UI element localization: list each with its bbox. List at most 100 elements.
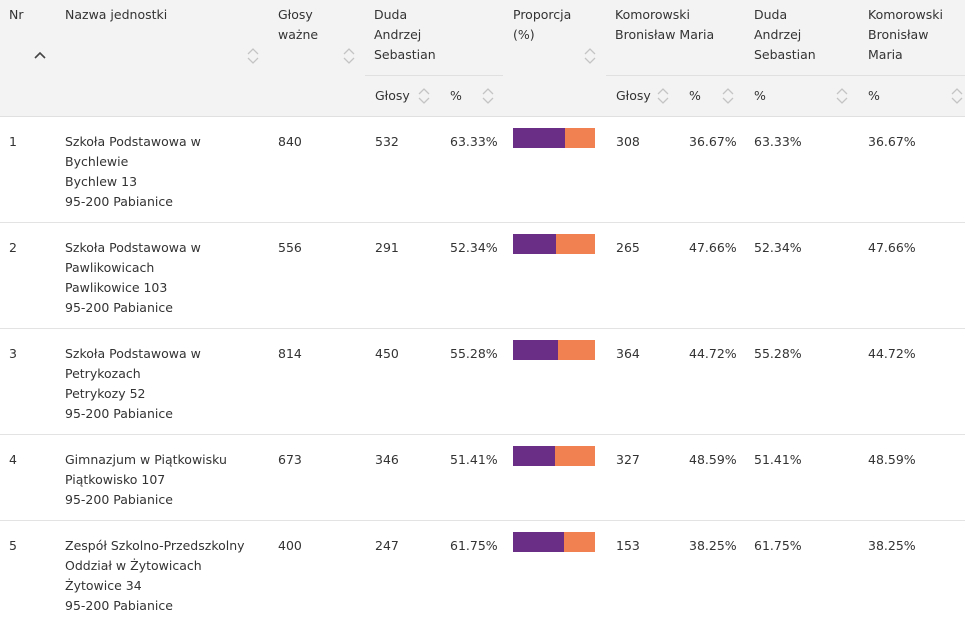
row-5-proportion-bar [513,532,595,552]
bar-duda-segment [513,340,559,360]
row-3-nr: 3 [9,346,17,361]
header-komorowski2-line1: Komorowski [868,7,944,22]
row-1-nazwa: Szkoła Podstawowa w [65,134,201,149]
row-1-duda-glosy: 532 [375,134,399,149]
row-1-nazwa: Bychlewie [65,154,129,169]
row-5-duda-pct2: 61.75% [754,538,802,553]
header-duda2-line3: Sebastian [754,47,816,62]
row-1-duda-pct: 63.33% [450,134,498,149]
row-divider [0,520,965,521]
row-4-nr: 4 [9,452,17,467]
row-5-duda-glosy: 247 [375,538,399,553]
header-nr[interactable]: Nr [9,7,24,22]
row-1-proportion-bar [513,128,595,148]
row-2-proportion-bar [513,234,595,254]
sort-icon[interactable] [950,87,964,105]
row-5-kom-pct: 38.25% [689,538,737,553]
row-5-nr: 5 [9,538,17,553]
header-proporcja-line1[interactable]: Proporcja [513,7,572,22]
row-2-nazwa: Szkoła Podstawowa w [65,240,201,255]
header-nazwa[interactable]: Nazwa jednostki [65,7,168,22]
row-divider [0,328,965,329]
row-4-kom-glosy: 327 [616,452,640,467]
row-5-duda-pct: 61.75% [450,538,498,553]
header-duda2-line1: Duda [754,7,788,22]
sort-icon[interactable] [721,87,735,105]
bar-komorowski-segment [555,446,595,466]
header-duda-line3: Sebastian [374,47,436,62]
subheader-kom2-pct[interactable]: % [868,88,880,103]
header-proporcja-line2[interactable]: (%) [513,27,535,42]
row-5-nazwa: 95-200 Pabianice [65,598,173,613]
row-4-duda-pct: 51.41% [450,452,498,467]
bar-duda-segment [513,128,565,148]
subheader-duda-glosy[interactable]: Głosy [375,88,410,103]
bar-komorowski-segment [564,128,595,148]
table-header [0,0,965,76]
bar-komorowski-segment [558,340,595,360]
subheader-kom-glosy[interactable]: Głosy [616,88,651,103]
header-duda-line1: Duda [374,7,408,22]
row-1-kom-pct: 36.67% [689,134,737,149]
row-3-duda-glosy: 450 [375,346,399,361]
row-4-kom-pct2: 48.59% [868,452,916,467]
row-4-proportion-bar [513,446,595,466]
row-4-duda-glosy: 346 [375,452,399,467]
row-4-nazwa: 95-200 Pabianice [65,492,173,507]
sort-icon[interactable] [481,87,495,105]
row-1-glosy-wazne: 840 [278,134,302,149]
sort-icon[interactable] [246,47,260,65]
row-2-nazwa: Pawlikowice 103 [65,280,168,295]
row-5-nazwa: Oddział w Żytowicach [65,558,202,573]
row-3-duda-pct: 55.28% [450,346,498,361]
row-3-nazwa: Szkoła Podstawowa w [65,346,201,361]
row-5-kom-pct2: 38.25% [868,538,916,553]
row-3-proportion-bar [513,340,595,360]
row-2-duda-pct2: 52.34% [754,240,802,255]
row-2-nazwa: Pawlikowicach [65,260,155,275]
row-5-nazwa: Żytowice 34 [65,578,142,593]
header-separator [606,75,965,76]
row-1-nazwa: Bychlew 13 [65,174,138,189]
header-glosy-wazne-line2[interactable]: ważne [278,27,319,42]
sort-icon[interactable] [583,47,597,65]
row-2-glosy-wazne: 556 [278,240,302,255]
header-komorowski2-line3: Maria [868,47,903,62]
header-separator [365,75,503,76]
bar-komorowski-segment [555,234,595,254]
row-1-kom-glosy: 308 [616,134,640,149]
header-glosy-wazne-line1[interactable]: Głosy [278,7,313,22]
sort-icon[interactable] [656,87,670,105]
bar-duda-segment [513,532,564,552]
row-4-glosy-wazne: 673 [278,452,302,467]
table-subheader [0,76,965,117]
row-2-duda-glosy: 291 [375,240,399,255]
header-komorowski2-line2: Bronisław [868,27,929,42]
row-1-duda-pct2: 63.33% [754,134,802,149]
row-4-duda-pct2: 51.41% [754,452,802,467]
row-3-duda-pct2: 55.28% [754,346,802,361]
row-5-kom-glosy: 153 [616,538,640,553]
row-2-kom-pct2: 47.66% [868,240,916,255]
row-2-kom-pct: 47.66% [689,240,737,255]
subheader-duda-pct[interactable]: % [450,88,462,103]
subheader-kom-pct[interactable]: % [689,88,701,103]
row-5-nazwa: Zespół Szkolno-Przedszkolny [65,538,245,553]
row-3-kom-pct2: 44.72% [868,346,916,361]
row-1-kom-pct2: 36.67% [868,134,916,149]
row-5-glosy-wazne: 400 [278,538,302,553]
row-1-nr: 1 [9,134,17,149]
row-4-nazwa: Gimnazjum w Piątkowisku [65,452,227,467]
row-2-nr: 2 [9,240,17,255]
row-divider [0,434,965,435]
sort-icon[interactable] [417,87,431,105]
row-3-nazwa: Petrykozach [65,366,141,381]
subheader-duda2-pct[interactable]: % [754,88,766,103]
row-2-kom-glosy: 265 [616,240,640,255]
sort-icon[interactable] [835,87,849,105]
bar-komorowski-segment [563,532,595,552]
header-duda2-line2: Andrzej [754,27,802,42]
sort-ascending-icon[interactable] [34,47,46,59]
sort-icon[interactable] [342,47,356,65]
